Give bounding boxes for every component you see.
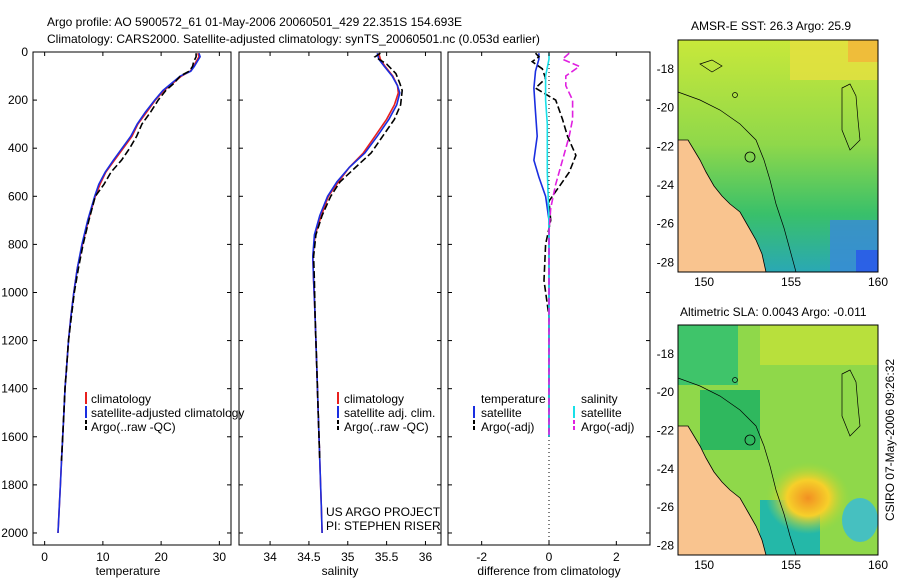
legend-temperature-header: temperature (481, 392, 546, 406)
y-tick-label: 200 (8, 93, 28, 107)
legend-temp-argo-label: Argo(-adj) (481, 420, 534, 434)
temperature-legend: climatology satellite-adjusted climatolo… (85, 392, 244, 434)
y-tick-label: 1800 (1, 478, 28, 492)
sla-coast-landmass (677, 425, 767, 556)
legend-sal-satellite-label: satellite (581, 406, 622, 420)
map-x-tick-label: 150 (694, 558, 714, 572)
sla-map-title: Altimetric SLA: 0.0043 Argo: -0.011 (680, 305, 867, 319)
legend-argo-label: Argo(..raw -QC) (91, 420, 176, 434)
x-tick-label: 0 (546, 550, 553, 564)
map-y-tick-label: -24 (657, 178, 675, 192)
series-line-satellite (311, 53, 401, 534)
x-tick-label: 34 (263, 550, 277, 564)
map-x-tick-label: 160 (868, 558, 888, 572)
map-y-tick-label: -20 (657, 101, 675, 115)
map-y-tick-label: -18 (657, 62, 675, 76)
legend-temp-satellite-label: satellite (481, 406, 522, 420)
map-y-tick-label: -18 (657, 347, 675, 361)
map-y-tick-label: -20 (657, 385, 675, 399)
side-timestamp: CSIRO 07-May-2006 09:26:32 (883, 359, 897, 521)
map-x-tick-label: 155 (781, 558, 801, 572)
map-x-tick-label: 155 (781, 275, 801, 289)
x-tick-label: 20 (154, 550, 168, 564)
series-line-temperature-argo (530, 52, 577, 437)
legend-climatology-label: climatology (91, 392, 151, 406)
series-line-argo (60, 53, 197, 461)
temperature-xlabel: temperature (96, 564, 161, 578)
x-tick-label: 35.5 (375, 550, 399, 564)
figure-title-line1: Argo profile: AO 5900572_61 01-May-2006 … (47, 15, 462, 29)
legend-sal-argo-label: Argo(-adj) (581, 420, 634, 434)
y-tick-label: 2000 (1, 526, 28, 540)
x-tick-label: 34.5 (297, 550, 321, 564)
legend-satellite-label: satellite adj. clim. (344, 406, 435, 420)
axes-ticks: 0 10 20 30020040060080010001200140016001800… (1, 45, 888, 572)
legend-satellite-label: satellite-adjusted climatology (91, 406, 244, 420)
sst-map-title: AMSR-E SST: 26.3 Argo: 25.9 (691, 19, 851, 33)
y-tick-label: 1000 (1, 285, 28, 299)
map-y-tick-label: -28 (657, 538, 675, 552)
difference-lines (530, 52, 581, 437)
temperature-lines (57, 52, 201, 534)
map-y-tick-label: -24 (657, 462, 675, 476)
project-annotation-line1: US ARGO PROJECT (326, 505, 441, 519)
map-x-tick-label: 160 (868, 275, 888, 289)
y-tick-label: 1200 (1, 334, 28, 348)
x-tick-label: 36 (419, 550, 433, 564)
sst-map (677, 39, 879, 273)
temperature-panel (32, 51, 232, 546)
salinity-panel (238, 51, 442, 546)
map-y-tick-label: -26 (657, 217, 675, 231)
x-tick-label: 0 (41, 550, 48, 564)
project-annotation-line2: PI: STEPHEN RISER (326, 519, 441, 533)
legend-climatology-label: climatology (344, 392, 404, 406)
y-tick-label: 0 (21, 45, 28, 59)
x-tick-label: 10 (96, 550, 110, 564)
sst-coast-landmass (677, 139, 767, 273)
salinity-xlabel: salinity (322, 564, 359, 578)
map-x-tick-label: 150 (694, 275, 714, 289)
x-tick-label: 30 (213, 550, 227, 564)
y-tick-label: 1400 (1, 382, 28, 396)
y-tick-label: 400 (8, 141, 28, 155)
x-tick-label: 2 (613, 550, 620, 564)
series-line-salinity-argo (548, 52, 581, 437)
y-tick-label: 800 (8, 237, 28, 251)
series-line-satellite (57, 52, 201, 534)
x-tick-label: -2 (476, 550, 487, 564)
legend-salinity-header: salinity (581, 392, 618, 406)
sla-map (677, 324, 879, 556)
map-y-tick-label: -28 (657, 255, 675, 269)
salinity-legend: climatology satellite adj. clim. Argo(..… (326, 392, 441, 533)
figure-title-line2: Climatology: CARS2000. Satellite-adjuste… (47, 32, 540, 46)
difference-legend: temperature satellite Argo(-adj) salinit… (473, 392, 634, 434)
x-tick-label: 35 (341, 550, 355, 564)
map-y-tick-label: -22 (657, 423, 675, 437)
y-tick-label: 1600 (1, 430, 28, 444)
map-y-tick-label: -26 (657, 500, 675, 514)
map-y-tick-label: -22 (657, 139, 675, 153)
series-line-argo (312, 52, 404, 461)
legend-argo-label: Argo(..raw -QC) (344, 420, 429, 434)
y-tick-label: 600 (8, 189, 28, 203)
salinity-lines (311, 52, 404, 534)
difference-xlabel: difference from climatology (477, 564, 620, 578)
